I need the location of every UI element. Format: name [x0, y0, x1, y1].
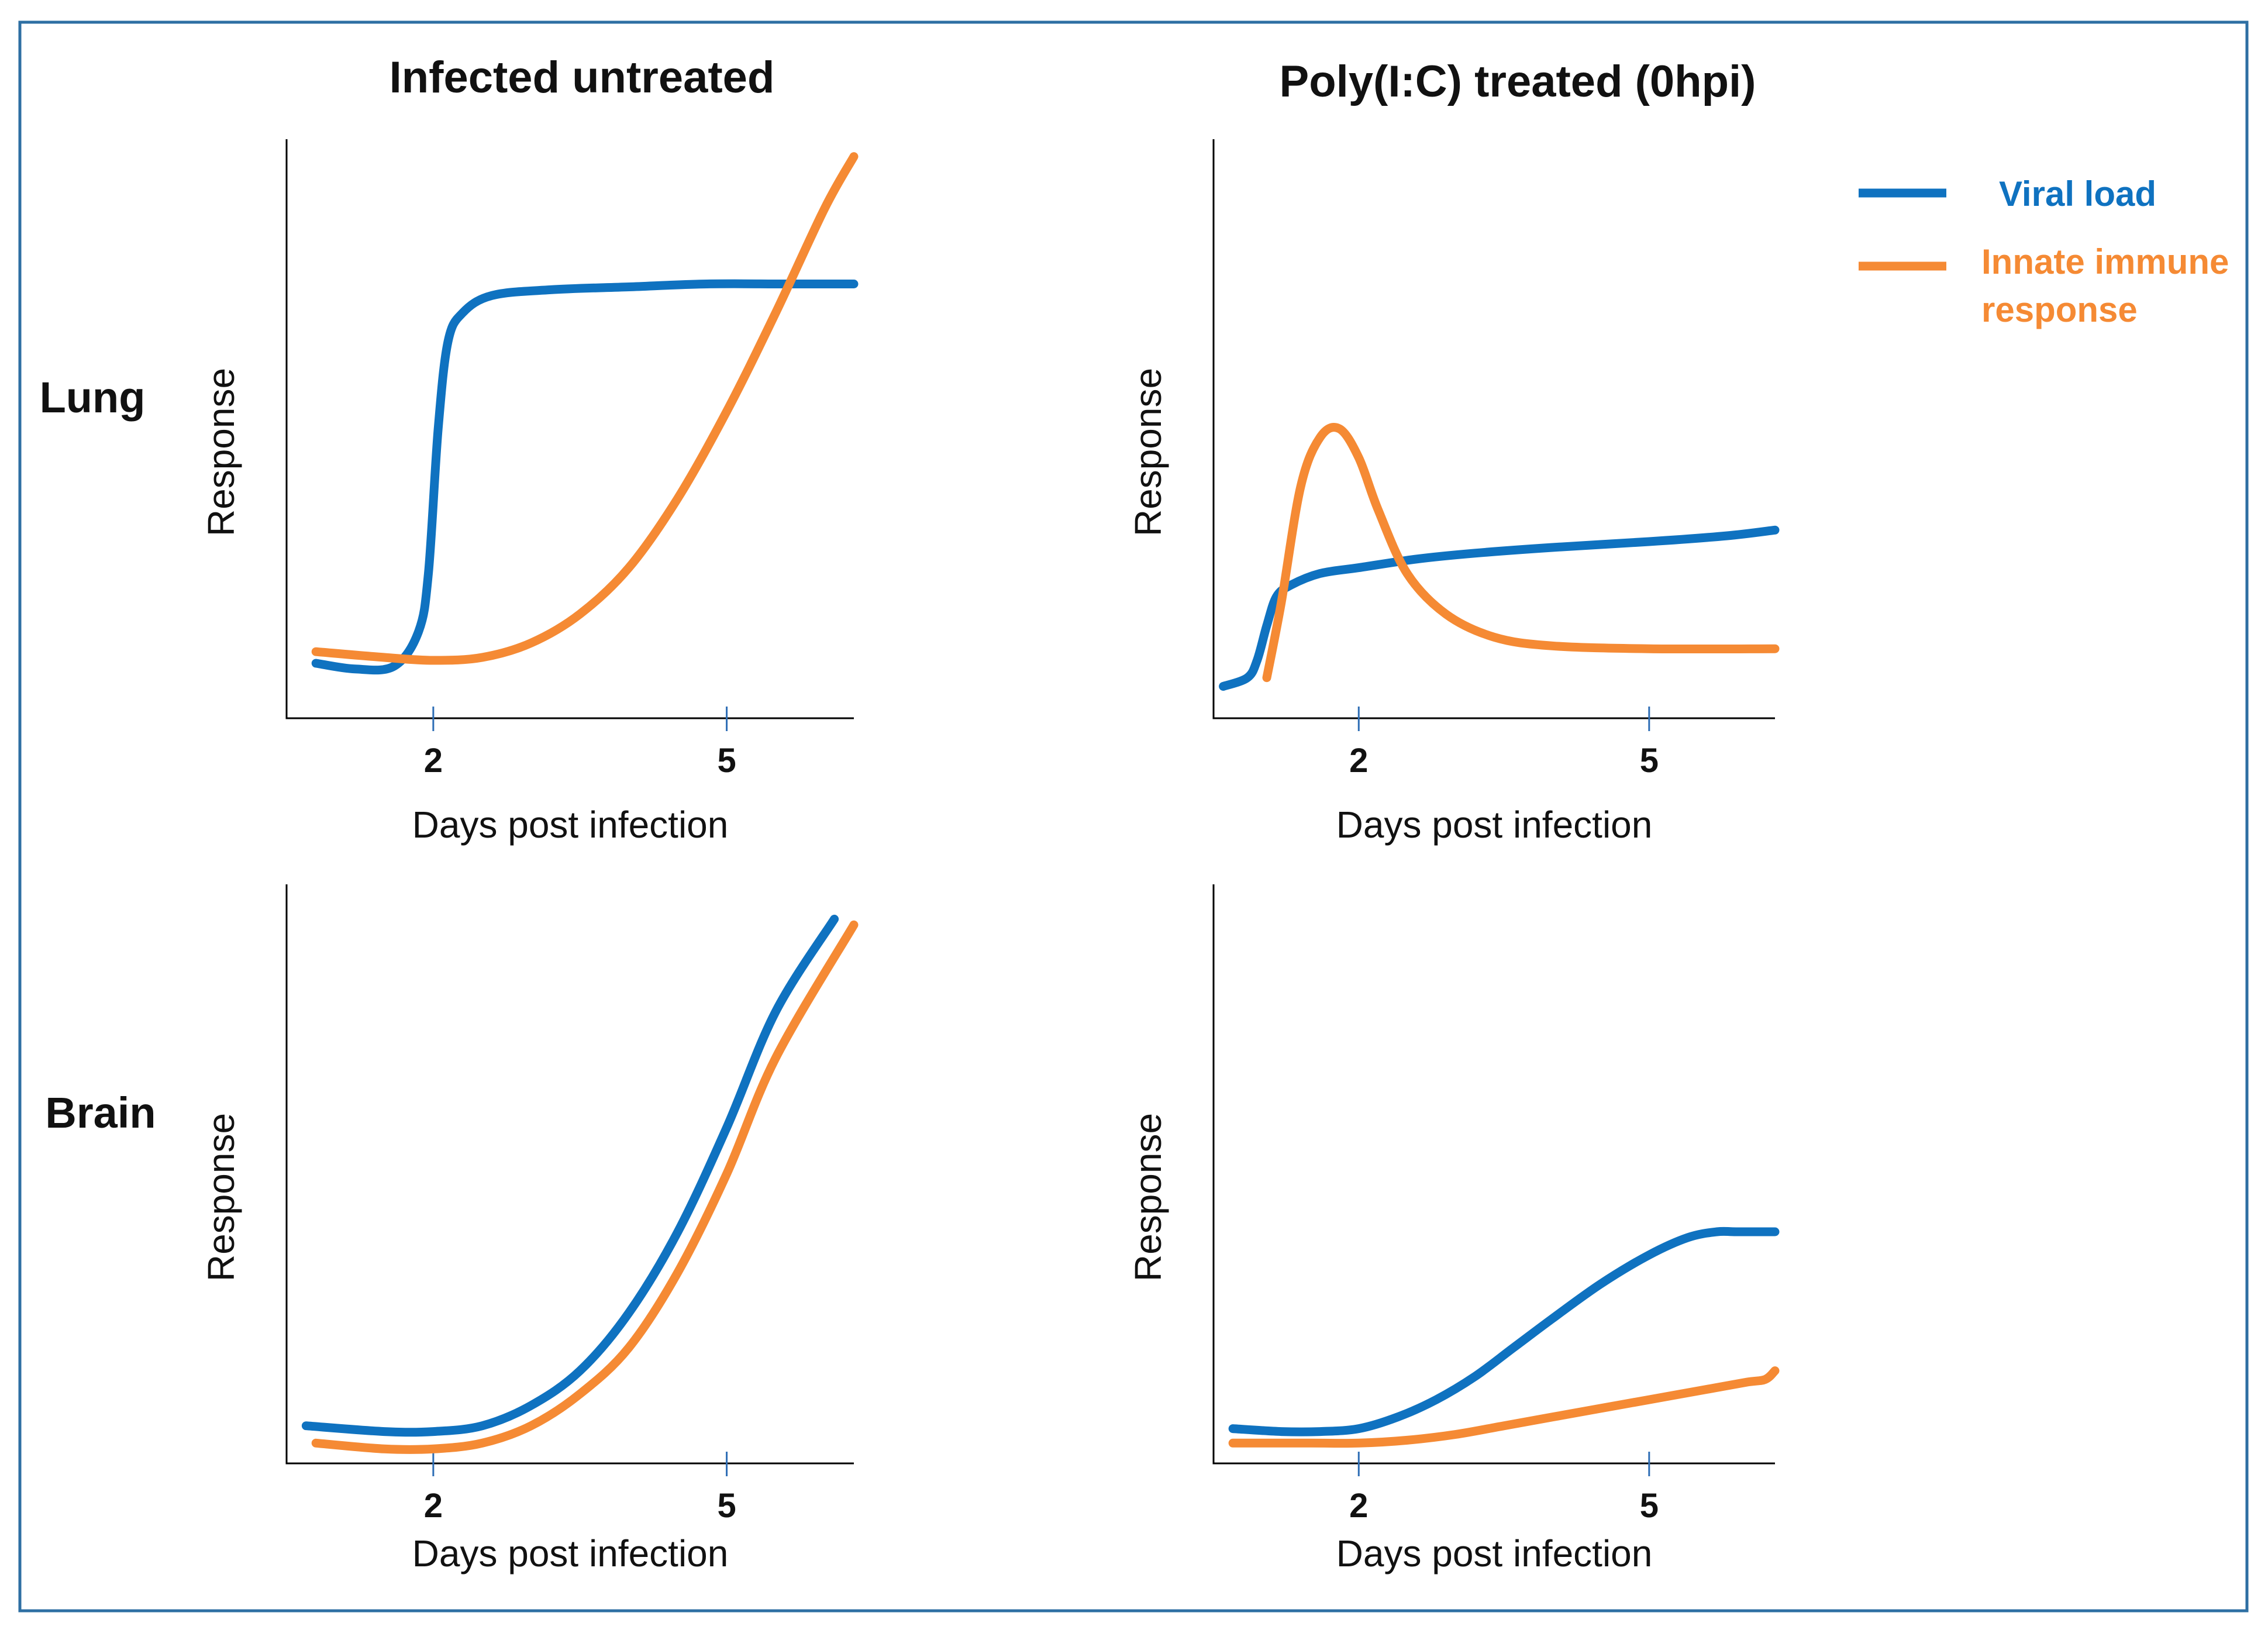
x-tick-label-5: 5 — [717, 742, 736, 780]
column-title-polyic: Poly(I:C) treated (0hpi) — [1280, 57, 1756, 106]
x-tick-label-2: 2 — [424, 1487, 443, 1525]
series-line-viral — [1219, 525, 1780, 691]
x-axis-label: Days post infection — [412, 804, 729, 846]
column-title-untreated: Infected untreated — [390, 53, 775, 102]
series-line-viral — [1228, 1227, 1780, 1436]
figure-frame — [18, 20, 2249, 1613]
y-axis-label: Response — [1127, 368, 1169, 536]
y-axis-label: Response — [200, 1113, 242, 1281]
series-line-viral — [311, 279, 859, 675]
axes-brain-polyic — [1212, 884, 1775, 1465]
series-line-viral — [301, 914, 839, 1437]
axes-lung-polyic — [1212, 139, 1775, 719]
legend: Viral load Innate immune response — [1859, 174, 2229, 329]
series-line-innate — [1262, 423, 1780, 683]
y-axis-label: Response — [1127, 1113, 1169, 1281]
legend-label-innate-line1: Innate immune — [1981, 242, 2229, 281]
panel-lung-untreated: 2 5 Days post infection Response — [200, 139, 859, 846]
row-label-brain: Brain — [45, 1088, 156, 1137]
panel-brain-untreated: 2 5 Days post infection Response — [200, 884, 859, 1575]
panels: 2 5 Days post infection Response 2 5 Days post… — [200, 139, 1780, 1575]
x-axis-label: Days post infection — [412, 1532, 729, 1575]
x-tick-label-2: 2 — [1349, 1487, 1368, 1525]
x-tick-label-5: 5 — [717, 1487, 736, 1525]
x-axis-label: Days post infection — [1336, 804, 1653, 846]
series-line-innate — [311, 920, 859, 1454]
axes-lung-untreated — [285, 139, 854, 719]
x-tick-label-2: 2 — [424, 742, 443, 780]
row-label-lung: Lung — [40, 373, 146, 422]
axes-brain-untreated — [285, 884, 854, 1465]
legend-label-viral-load: Viral load — [1999, 174, 2156, 213]
x-tick-label-2: 2 — [1349, 742, 1368, 780]
panel-brain-polyic: 2 5 Days post infection Response — [1127, 884, 1780, 1575]
legend-label-innate-line2: response — [1981, 290, 2138, 329]
x-axis-label: Days post infection — [1336, 1532, 1653, 1575]
y-axis-label: Response — [200, 368, 242, 536]
series-line-innate — [311, 152, 859, 665]
panel-lung-polyic: 2 5 Days post infection Response — [1127, 139, 1780, 846]
x-tick-label-5: 5 — [1640, 742, 1659, 780]
x-tick-label-5: 5 — [1640, 1487, 1659, 1525]
series-line-innate — [1228, 1366, 1780, 1448]
